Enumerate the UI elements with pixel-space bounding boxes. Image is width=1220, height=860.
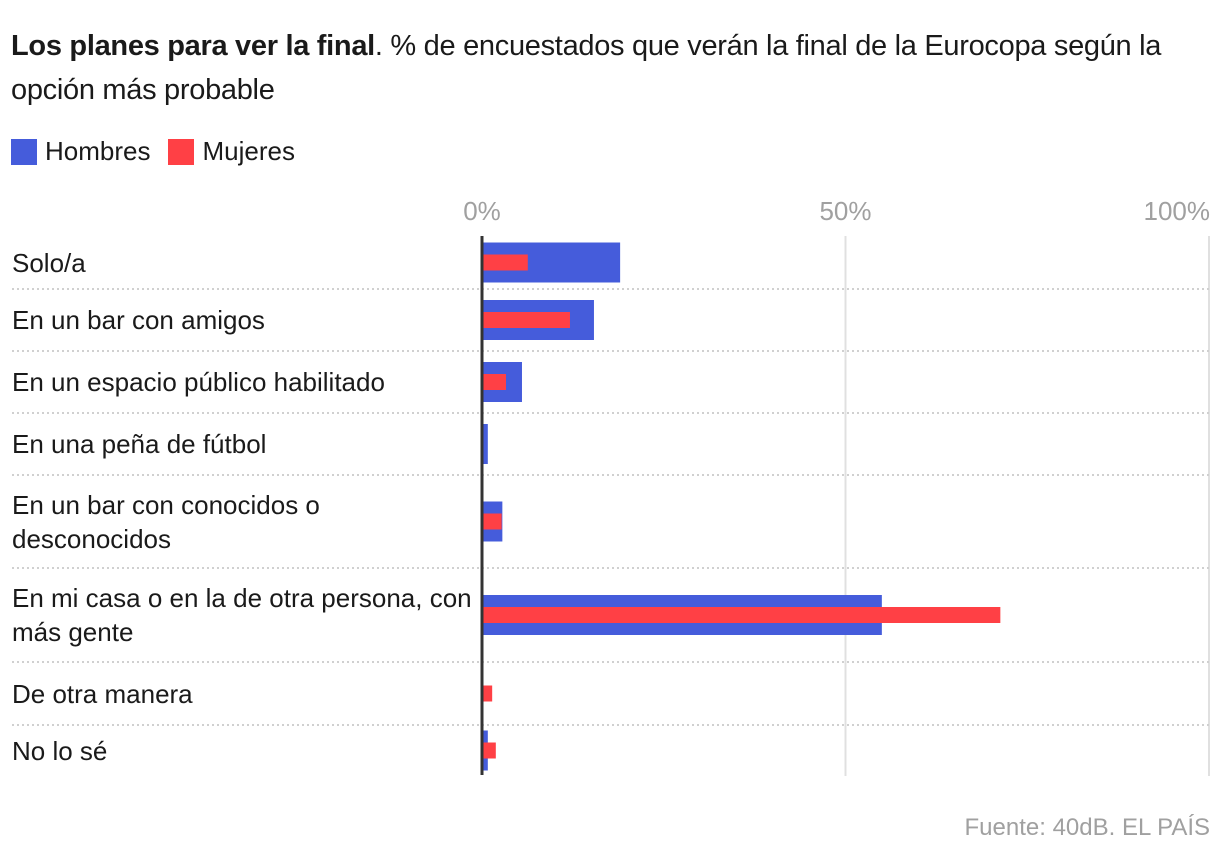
category-label: Solo/a	[12, 247, 86, 278]
legend: Hombres Mujeres	[11, 136, 313, 167]
bar-mujeres	[482, 374, 506, 390]
bar-mujeres	[482, 254, 528, 271]
bar-mujeres	[482, 312, 570, 328]
bar-mujeres	[482, 513, 502, 530]
category-label: En una peña de fútbol	[12, 429, 267, 459]
bar-mujeres	[482, 607, 1001, 623]
legend-label-mujeres: Mujeres	[202, 136, 295, 166]
bar-mujeres	[482, 685, 493, 702]
legend-swatch-mujeres	[168, 138, 195, 165]
category-label: En un bar con conocidos o desconocidos	[12, 489, 320, 554]
x-tick-label: 100%	[1143, 196, 1211, 226]
legend-swatch-hombres	[11, 138, 37, 165]
category-label: No lo sé	[12, 735, 108, 766]
legend-item-hombres: Hombres	[11, 136, 150, 167]
category-label: En un espacio público habilitado	[12, 367, 385, 397]
category-label: En un bar con amigos	[12, 305, 265, 335]
source-note: Fuente: 40dB. EL PAÍS	[964, 814, 1210, 841]
category-label: En mi casa o en la de otra persona, con …	[12, 583, 472, 647]
category-label: De otra manera	[12, 678, 193, 709]
legend-item-mujeres: Mujeres	[168, 136, 295, 167]
bar-mujeres	[482, 742, 496, 759]
legend-label-hombres: Hombres	[45, 136, 151, 166]
x-tick-label: 50%	[819, 196, 872, 226]
x-tick-label: 0%	[463, 196, 501, 226]
bar-hombres	[482, 424, 488, 464]
chart-subtitle: . % de encuestados que verán la final de…	[11, 30, 1162, 106]
chart-title: Los planes para ver la final. % de encue…	[11, 24, 1211, 112]
chart-title-bold: Los planes para ver la final	[11, 30, 375, 62]
